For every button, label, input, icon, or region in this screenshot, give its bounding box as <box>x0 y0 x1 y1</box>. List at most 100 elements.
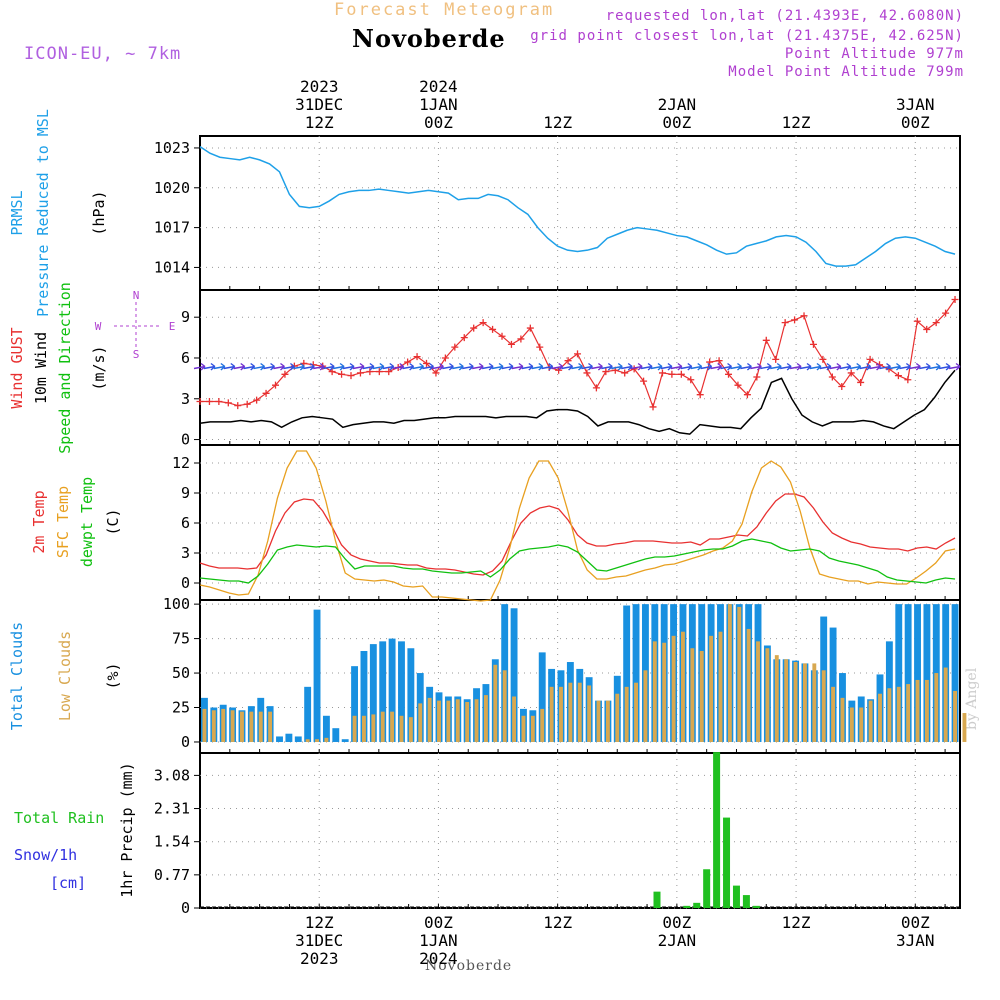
model-altitude: Model Point Altitude 799m <box>728 64 964 80</box>
low-cloud-bar <box>324 737 329 742</box>
low-cloud-bar <box>549 686 554 742</box>
wind-gust-marker <box>857 378 865 386</box>
total-cloud-bar <box>904 604 912 742</box>
wind-gust-marker <box>866 355 874 363</box>
rain-bar <box>742 895 750 908</box>
total-cloud-bar <box>407 648 415 742</box>
wind-gust-marker <box>404 358 412 366</box>
total-cloud-bar <box>322 715 330 742</box>
bottom-time-label: 00Z <box>424 913 453 932</box>
low-cloud-bar <box>756 641 760 742</box>
wind-gust-marker <box>328 368 336 376</box>
low-cloud-bar <box>737 606 742 742</box>
rain-bar <box>703 869 711 908</box>
low-cloud-bar <box>812 663 817 742</box>
wind-direction-arrow <box>342 362 355 371</box>
low-cloud-bar <box>352 715 357 742</box>
top-time-label: 2024 <box>419 77 458 96</box>
y-tick-label: 12 <box>172 454 190 472</box>
total-cloud-bar <box>923 604 931 742</box>
low-cloud-bar <box>924 679 929 742</box>
wind-direction-arrow <box>283 362 295 371</box>
wind-gust-marker <box>470 324 478 332</box>
compass-west: W <box>95 320 102 333</box>
footer-location: Novoberde <box>425 958 513 974</box>
point-altitude: Point Altitude 977m <box>784 46 964 62</box>
bottom-time-label: 1JAN <box>419 931 458 950</box>
wind-gust-marker <box>526 324 534 332</box>
bottom-time-label: 2JAN <box>658 931 697 950</box>
pressure-unit: (hPa) <box>90 190 108 235</box>
wind-direction-arrow <box>501 362 514 371</box>
temp-dewpt-line <box>199 538 956 584</box>
wind-direction-arrow <box>481 362 494 371</box>
rain-bar <box>693 902 701 908</box>
rain-bar <box>723 817 731 908</box>
temp-2m-label: 2m Temp <box>30 490 48 553</box>
top-time-label: 12Z <box>782 113 811 132</box>
low-cloud-bar <box>240 711 244 742</box>
low-cloud-bar <box>727 604 732 742</box>
total-cloud-bar <box>285 733 293 742</box>
rain-bar <box>653 891 661 908</box>
wind-direction-arrow <box>938 362 951 371</box>
low-cloud-bar <box>718 631 723 742</box>
low-cloud-bar <box>380 711 385 742</box>
low-cloud-bar <box>371 714 376 742</box>
low-cloud-bar <box>887 688 892 742</box>
wind-gust-marker <box>234 402 242 410</box>
low-cloud-bar <box>821 670 826 742</box>
low-cloud-bar <box>868 700 873 742</box>
wind-gust-marker <box>800 312 808 320</box>
wind-direction-arrow <box>829 362 842 371</box>
low-cloud-bar <box>446 700 451 742</box>
pressure-label-long: Pressure Reduced to MSL <box>34 109 52 317</box>
bottom-time-label: 3JAN <box>896 931 935 950</box>
wind-direction-arrow <box>412 362 425 371</box>
total-cloud-bar <box>276 736 283 742</box>
wind-gust-marker <box>460 334 468 342</box>
wind-gust-marker <box>894 372 902 380</box>
total-cloud-bar <box>341 739 349 742</box>
wind-label: 10m Wind <box>32 332 50 404</box>
wind-direction-arrow <box>680 362 693 371</box>
low-cloud-bar <box>859 707 864 742</box>
wind-gust-marker <box>668 370 676 378</box>
wind-gust-marker <box>602 368 610 376</box>
low-cloud-bar <box>502 670 507 742</box>
wind-gust-marker <box>574 350 582 358</box>
wind-direction-arrow <box>909 362 921 371</box>
wind-direction-arrow <box>621 362 633 371</box>
low-cloud-bar <box>793 662 798 742</box>
low-cloud-bar <box>465 702 470 742</box>
total-cloud-bar <box>829 627 837 742</box>
low-cloud-bar <box>831 686 836 742</box>
panel-frame-0 <box>199 135 961 291</box>
total-cloud-bar <box>313 609 321 742</box>
y-tick-label: 2.31 <box>154 800 190 818</box>
y-tick-label: 3 <box>181 544 190 562</box>
y-tick-label: 3 <box>181 390 190 408</box>
wind-gust-marker <box>536 343 544 351</box>
wind-gust-marker <box>272 381 280 389</box>
wind-gust-marker <box>356 369 364 377</box>
bottom-time-label: 00Z <box>901 913 930 932</box>
low-cloud-bar <box>540 708 545 742</box>
wind-direction-arrow <box>372 362 385 371</box>
wind-direction-arrow <box>213 362 226 371</box>
wind-gust-marker <box>243 400 251 408</box>
wind-direction-arrow <box>730 362 742 371</box>
wind-direction-arrow <box>432 362 444 371</box>
wind-direction-arrow <box>392 362 405 371</box>
wind-direction-arrow <box>293 362 305 371</box>
wind-gust-marker <box>385 368 393 376</box>
total-cloud-bar <box>632 604 640 742</box>
wind-direction-arrow <box>819 362 832 371</box>
wind-direction-arrow <box>531 362 544 371</box>
low-cloud-bar <box>784 659 789 742</box>
wind-gust-marker <box>942 309 950 317</box>
wind-gust-marker <box>658 369 666 377</box>
low-cloud-bar <box>249 711 254 742</box>
y-tick-label: 0.77 <box>154 866 190 884</box>
